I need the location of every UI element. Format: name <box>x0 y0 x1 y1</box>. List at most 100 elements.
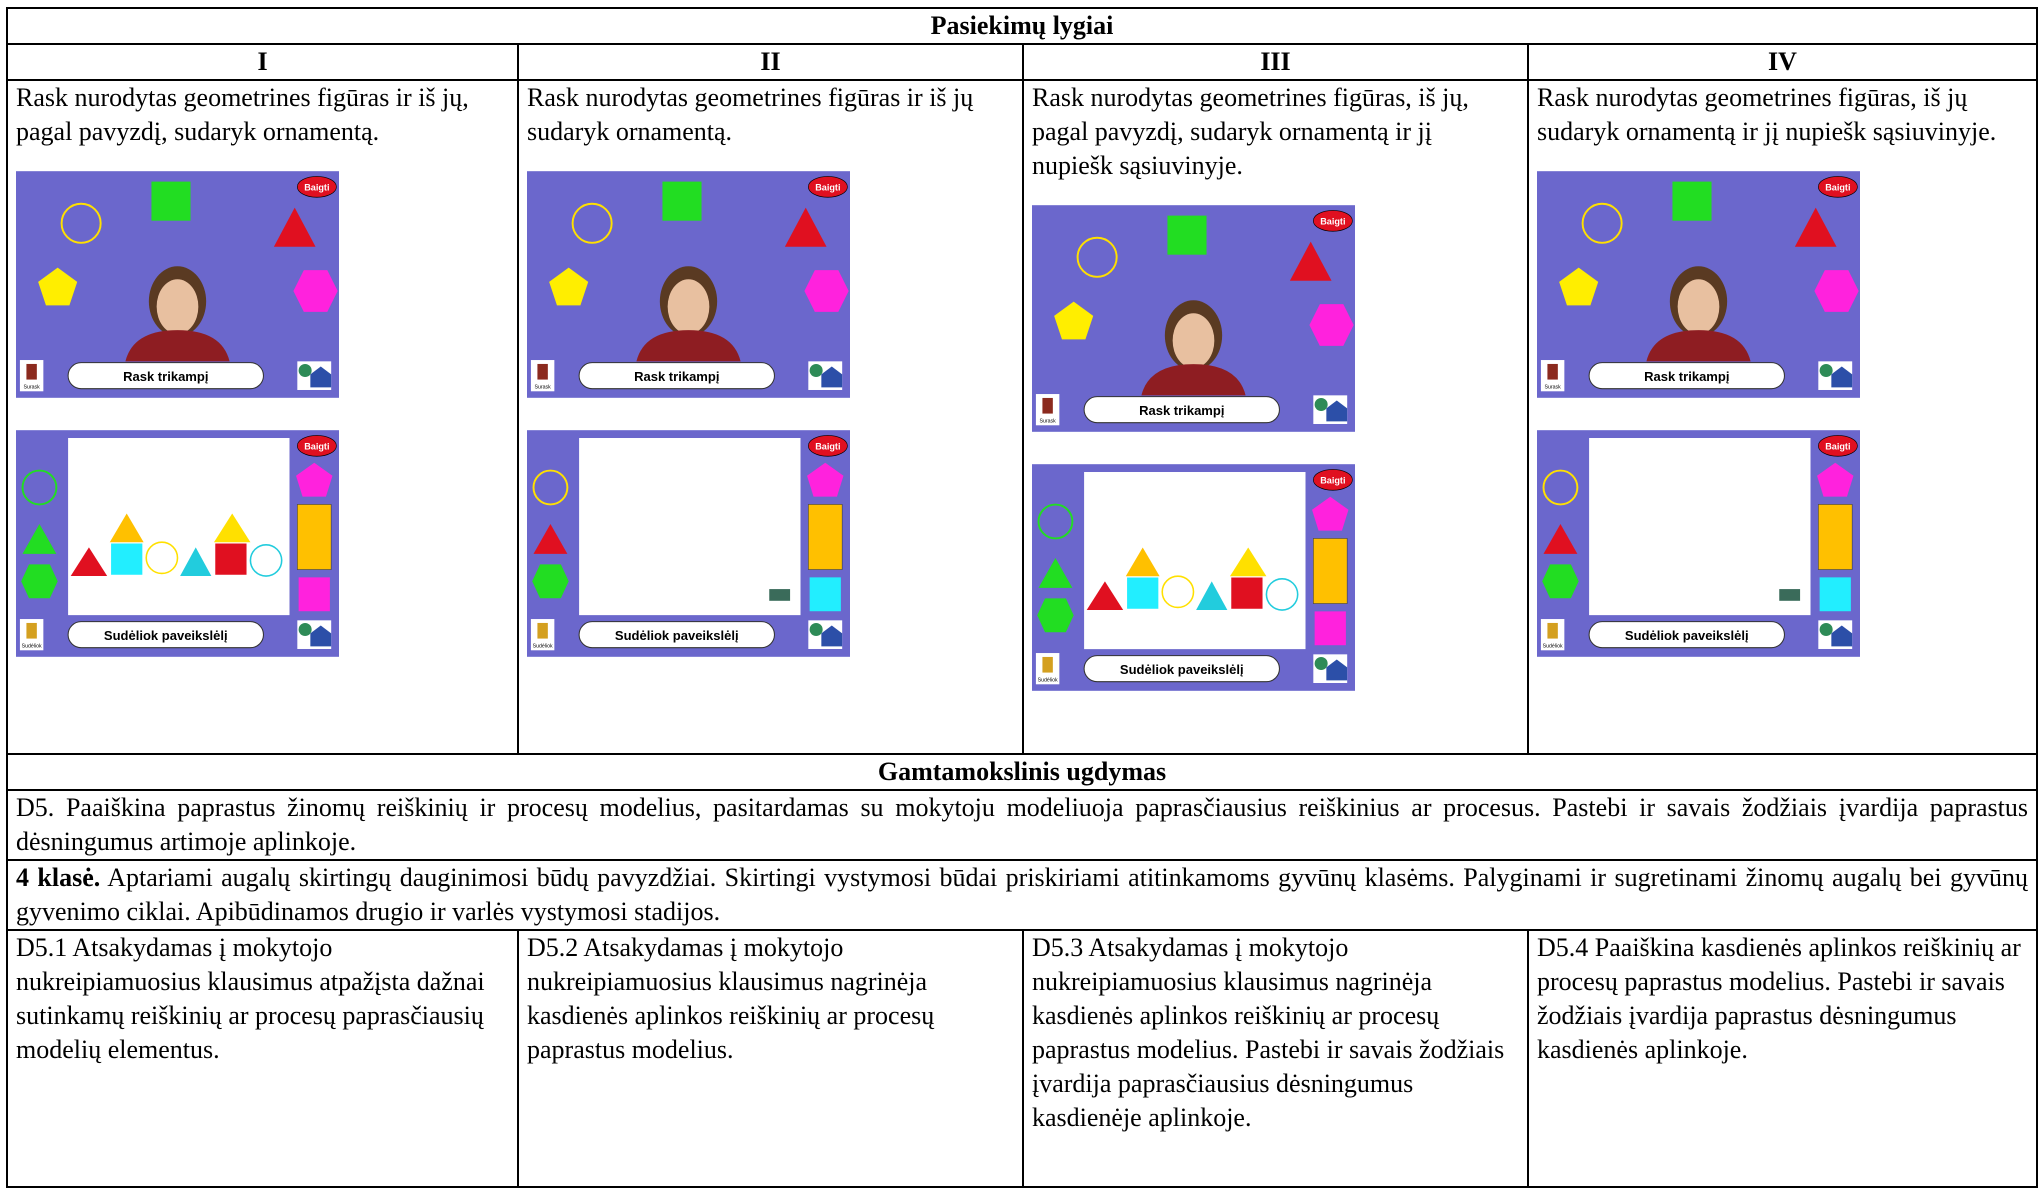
prompt-bar <box>67 362 264 390</box>
tree <box>1819 622 1833 636</box>
circle <box>60 202 102 244</box>
icon-figure <box>26 363 37 380</box>
achievement-table: Pasiekimų lygiai I II III IV Rask nurody… <box>6 7 2038 1188</box>
orn-triangle <box>109 513 144 543</box>
build-screen: Baigti Sudėliok paveikslėlį Sudėliok <box>16 430 339 657</box>
orn-triangle <box>213 513 251 543</box>
house <box>1831 625 1853 647</box>
level-text: Rask nurodytas geometrines figūras ir iš… <box>16 83 469 146</box>
triangle <box>1038 557 1073 588</box>
orn-square <box>1127 577 1159 609</box>
square <box>1167 215 1207 255</box>
square <box>151 181 191 221</box>
pentagon <box>549 267 589 306</box>
build-screen: Baigti Sudėliok paveikslėlį Sudėliok <box>1537 430 1860 657</box>
hexagon <box>21 564 58 599</box>
orn-circle <box>249 544 283 577</box>
prompt: Rask trikampį <box>1644 369 1729 384</box>
build-screen: Baigti Sudėliok paveikslėlį Sudėliok <box>527 430 850 657</box>
table-header: Pasiekimų lygiai <box>6 7 2038 45</box>
grade-text: Aptariami augalų skirtingų dauginimosi b… <box>16 863 2028 926</box>
square <box>298 577 330 612</box>
finish-button <box>296 435 337 457</box>
orn-triangle <box>70 547 108 577</box>
finish-button <box>1817 176 1858 198</box>
prompt-bar <box>1588 362 1785 390</box>
prompt: Rask trikampį <box>1139 403 1224 418</box>
level-cell: Rask nurodytas geometrines figūras, iš j… <box>1022 79 1529 755</box>
level-cell: Rask nurodytas geometrines figūras, iš j… <box>1527 79 2038 755</box>
find-screen: Baigti Rask trikampį Surask <box>1537 171 1860 398</box>
icon-figure <box>1042 656 1053 673</box>
icon-label: Surask <box>1040 419 1057 425</box>
face <box>1172 313 1215 368</box>
finish-button <box>296 176 337 198</box>
finish-button <box>1817 435 1858 457</box>
icon-label: Sudėliok <box>1543 644 1563 650</box>
section-heading: Gamtamokslinis ugdymas <box>6 753 2038 791</box>
icon-label: Sudėliok <box>1038 678 1058 684</box>
level-text: Rask nurodytas geometrines figūras, iš j… <box>1032 83 1469 180</box>
prompt-bar <box>578 621 775 649</box>
icon-label: Sudėliok <box>533 644 553 650</box>
face <box>1677 279 1720 334</box>
tree <box>298 622 312 636</box>
circle <box>1542 469 1579 506</box>
house <box>1326 400 1348 422</box>
rectangle <box>296 504 332 570</box>
shirt <box>636 330 741 362</box>
orn-square <box>111 543 143 575</box>
tree <box>1819 363 1833 377</box>
pentagon <box>296 462 333 497</box>
orn-square <box>1231 577 1263 609</box>
house <box>310 625 332 647</box>
pentagon <box>807 462 844 497</box>
prompt-bar <box>578 362 775 390</box>
face <box>156 279 199 334</box>
hexagon <box>1814 270 1859 312</box>
icon-figure <box>1547 363 1558 380</box>
prompt: Sudėliok paveikslėlį <box>615 628 739 643</box>
finish-label: Baigti <box>1320 217 1345 227</box>
rectangle <box>1312 538 1348 604</box>
level-heading: III <box>1022 43 1529 81</box>
house <box>310 366 332 388</box>
build-screen: Baigti Sudėliok paveikslėlį Sudėliok <box>1032 464 1355 691</box>
level-heading: I <box>6 43 519 81</box>
circle <box>1581 202 1623 244</box>
icon-figure <box>1547 622 1558 639</box>
finish-label: Baigti <box>1825 442 1850 452</box>
find-screen: Baigti Rask trikampį Surask <box>16 171 339 398</box>
descriptor: D5.1 Atsakydamas į mokytojo nukreipiamuo… <box>6 929 519 1188</box>
orn-triangle <box>1229 547 1267 577</box>
printer <box>1779 589 1801 601</box>
square <box>662 181 702 221</box>
orn-triangle <box>1086 581 1124 611</box>
prompt-bar <box>1083 655 1280 683</box>
descriptor: D5.2 Atsakydamas į mokytojo nukreipiamuo… <box>517 929 1024 1188</box>
prompt: Sudėliok paveikslėlį <box>1625 628 1749 643</box>
icon-figure <box>537 622 548 639</box>
finish-label: Baigti <box>1320 476 1345 486</box>
canvas <box>68 438 290 616</box>
d5-text: D5. Paaiškina paprastus žinomų reiškinių… <box>6 789 2038 861</box>
icon-label: Sudėliok <box>22 644 42 650</box>
hexagon <box>1309 304 1354 346</box>
grade-row: 4 klasė. Aptariami augalų skirtingų daug… <box>6 859 2038 931</box>
find-screen: Baigti Rask trikampį Surask <box>1032 205 1355 432</box>
circle <box>1076 236 1118 278</box>
hexagon <box>532 564 569 599</box>
triangle <box>22 523 57 554</box>
level-cell: Rask nurodytas geometrines figūras ir iš… <box>6 79 519 755</box>
canvas <box>579 438 801 616</box>
triangle <box>533 523 568 554</box>
icon-figure <box>537 363 548 380</box>
finish-label: Baigti <box>815 442 840 452</box>
triangle <box>1543 523 1578 554</box>
square <box>809 577 841 612</box>
house <box>1326 659 1348 681</box>
tree <box>1314 656 1328 670</box>
descriptor: D5.4 Paaiškina kasdienės aplinkos reiški… <box>1527 929 2038 1188</box>
pentagon <box>1559 267 1599 306</box>
level-heading: II <box>517 43 1024 81</box>
